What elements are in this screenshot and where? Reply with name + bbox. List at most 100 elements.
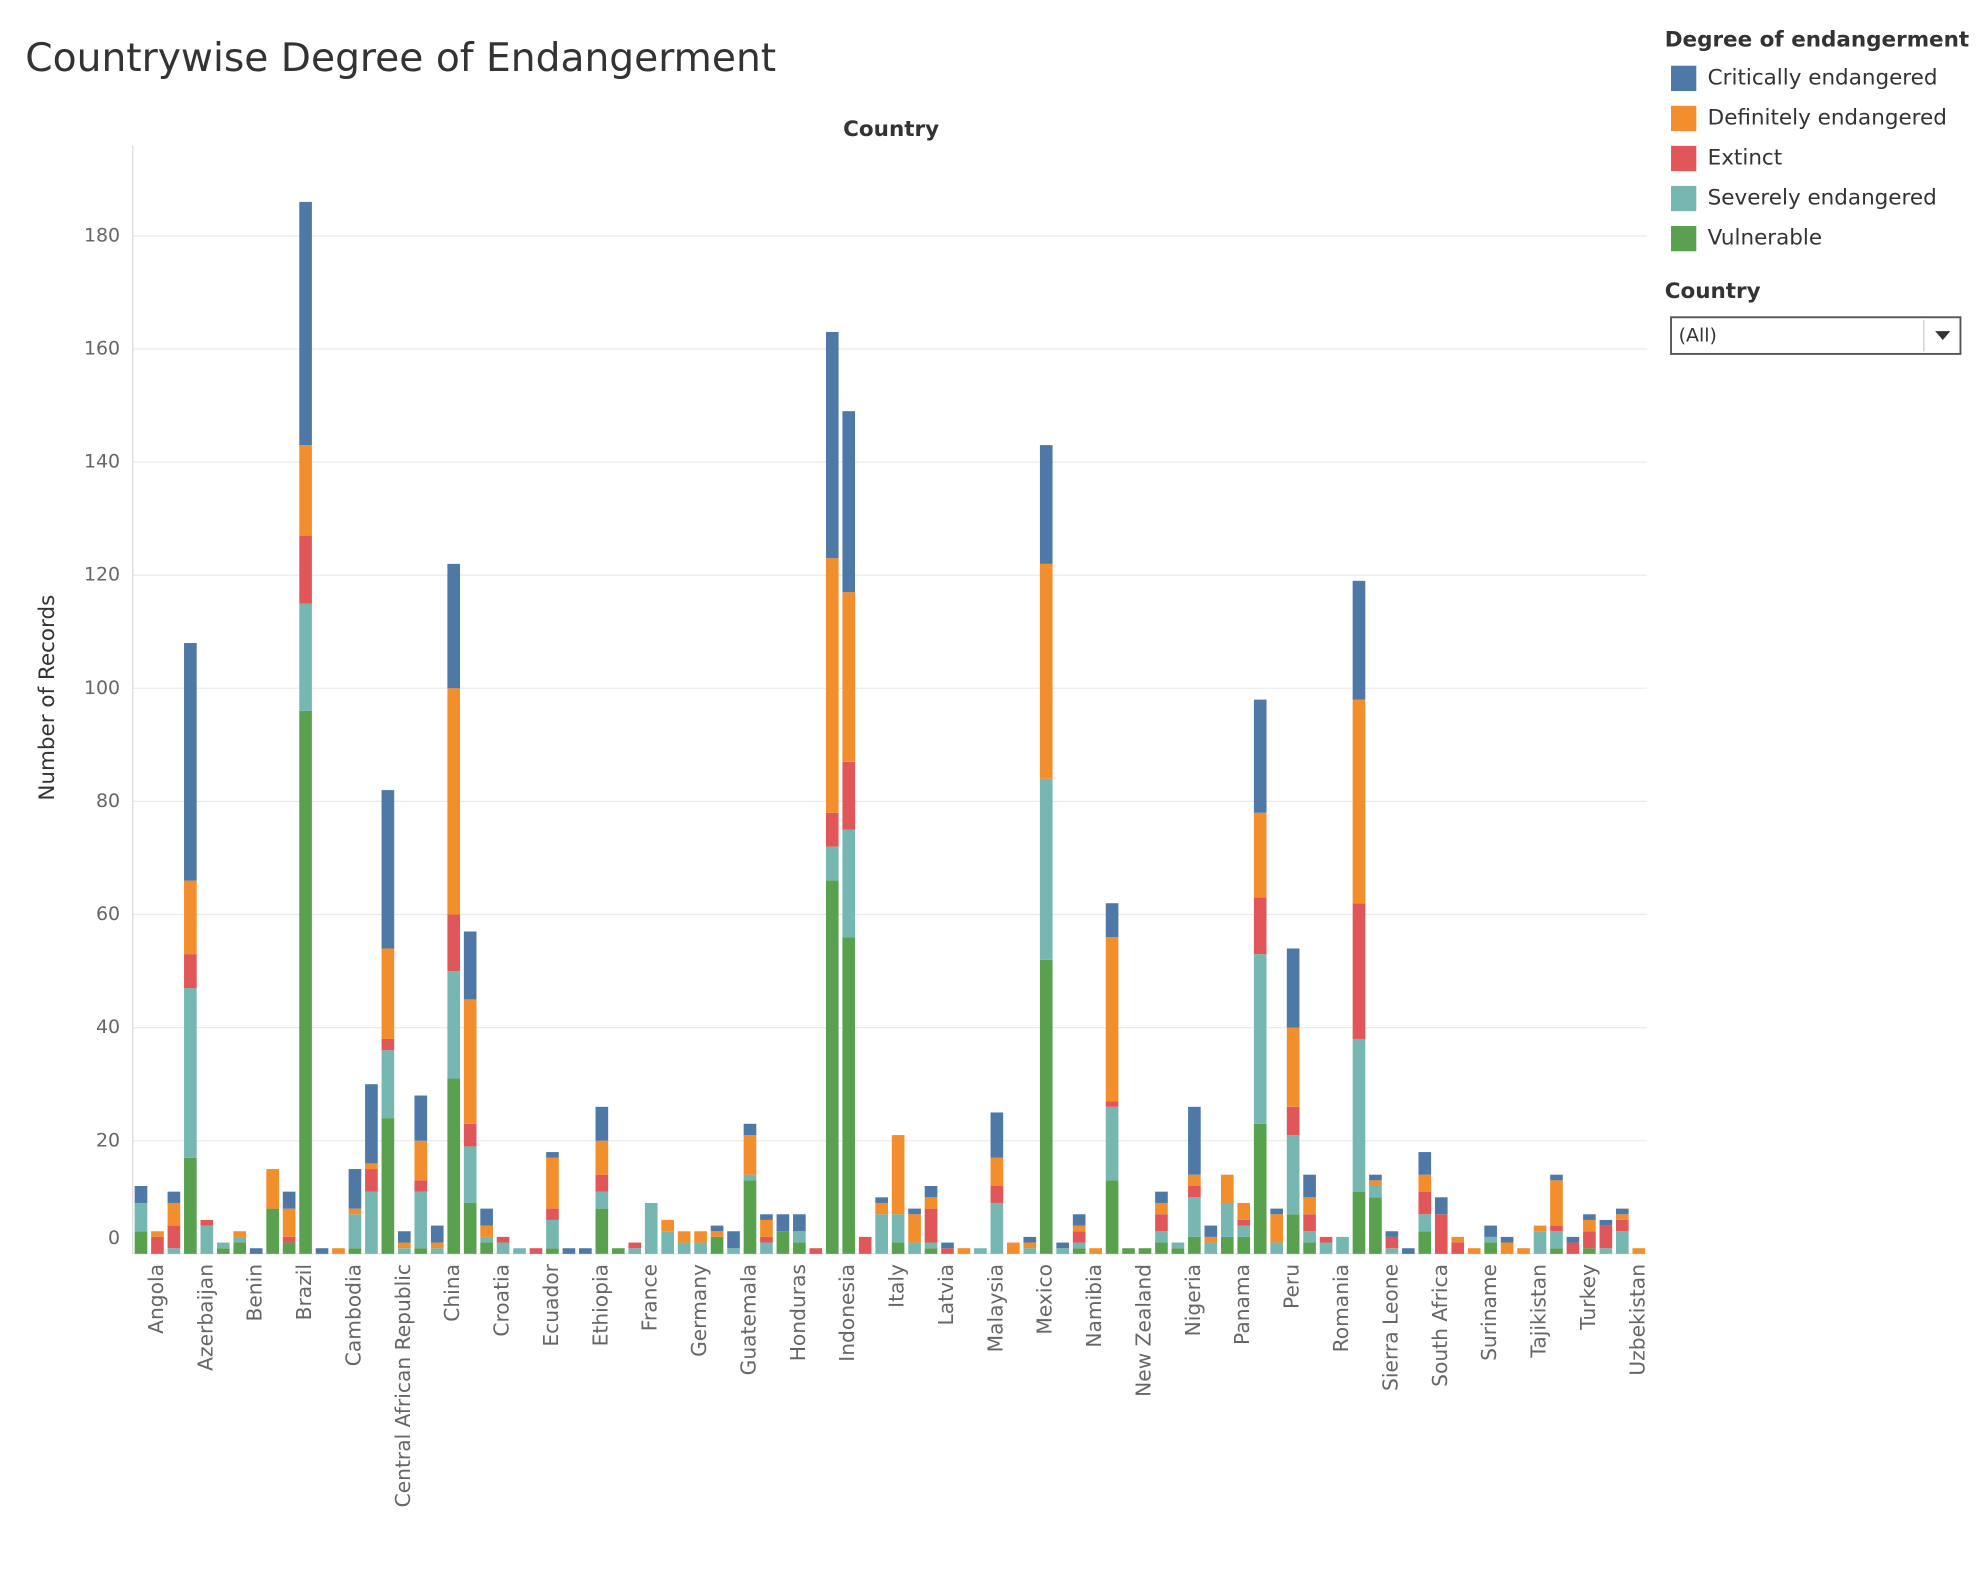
x-tick-label: Mexico xyxy=(1033,1264,1057,1335)
bar-segment xyxy=(760,1214,773,1220)
bar-segment xyxy=(1122,1248,1135,1254)
bar-segment xyxy=(1369,1174,1382,1181)
bar-segment xyxy=(1204,1236,1218,1243)
bar-segment xyxy=(1155,1214,1168,1232)
bar-segment xyxy=(365,1191,378,1254)
bar-segment xyxy=(1352,1038,1366,1192)
bar-segment xyxy=(1039,563,1053,779)
legend-swatch[interactable] xyxy=(1671,65,1697,92)
x-tick-label: Azerbaijan xyxy=(193,1264,217,1371)
bar-segment xyxy=(233,1231,247,1237)
bar-segment xyxy=(381,948,395,1039)
legend-swatch[interactable] xyxy=(1671,185,1697,212)
bar-segment xyxy=(463,999,477,1124)
bar-segment xyxy=(941,1248,954,1254)
bar-segment xyxy=(1188,1236,1201,1254)
bar-segment xyxy=(908,1242,921,1254)
x-tick-label: Angola xyxy=(144,1264,168,1334)
bar-segment xyxy=(891,1135,905,1215)
dropdown-arrow[interactable] xyxy=(1935,331,1951,341)
y-tick-label: 120 xyxy=(84,564,120,586)
bar-segment xyxy=(990,1186,1004,1203)
bar-segment xyxy=(463,931,477,1000)
bar-segment xyxy=(1352,699,1366,904)
bar-segment xyxy=(348,1214,362,1249)
bar-segment xyxy=(1566,1236,1580,1243)
x-tick-label: Italy xyxy=(885,1264,909,1308)
bar-segment xyxy=(134,1186,148,1203)
bar-segment xyxy=(891,1214,905,1243)
bar-segment xyxy=(1402,1248,1415,1254)
bar-segment xyxy=(1155,1231,1168,1243)
bar-segment xyxy=(710,1225,724,1232)
bar-segment xyxy=(414,1180,428,1192)
bar-segment xyxy=(282,1242,296,1254)
bar-segment xyxy=(315,1248,329,1254)
bar-segment xyxy=(1237,1202,1251,1220)
x-axis-title: Country xyxy=(843,117,939,142)
bar-segment xyxy=(1418,1152,1432,1175)
bar-segment xyxy=(595,1140,609,1175)
bar-segment xyxy=(1352,1191,1366,1254)
bar-segment xyxy=(299,535,312,604)
y-tick-label: 60 xyxy=(96,903,120,925)
bar-segment xyxy=(743,1123,757,1136)
bar-segment xyxy=(546,1208,559,1220)
bar-segment xyxy=(825,331,839,559)
bar-segment xyxy=(990,1202,1004,1254)
bar-segment xyxy=(299,201,312,446)
bar-segment xyxy=(233,1236,247,1243)
bar-segment xyxy=(1072,1225,1086,1232)
bar-segment xyxy=(1550,1174,1563,1181)
bar-segment xyxy=(595,1208,609,1254)
bar-segment xyxy=(1550,1231,1563,1249)
bar-segment xyxy=(825,558,839,813)
filter-value: (All) xyxy=(1679,325,1717,347)
bar-segment xyxy=(216,1242,230,1249)
bar-segment xyxy=(694,1231,707,1243)
bar-segment xyxy=(760,1219,773,1237)
bar-segment xyxy=(809,1248,823,1254)
bar-segment xyxy=(941,1242,954,1249)
bar-segment xyxy=(628,1242,642,1249)
bar-segment xyxy=(1369,1180,1382,1187)
legend-swatch[interactable] xyxy=(1671,226,1697,252)
bar-segment xyxy=(1237,1219,1251,1226)
bar-segment xyxy=(1451,1242,1465,1254)
bar-segment xyxy=(875,1214,888,1254)
bar-segment xyxy=(430,1248,444,1254)
legend-swatch[interactable] xyxy=(1671,145,1697,172)
y-tick-label: 140 xyxy=(84,451,120,473)
bar-segment xyxy=(266,1208,279,1254)
bar-segment xyxy=(447,914,461,972)
y-axis-title: Number of Records xyxy=(35,595,60,801)
bar-segment xyxy=(134,1202,148,1232)
bar-segment xyxy=(1286,1214,1300,1254)
bar-segment xyxy=(184,988,197,1158)
bar-segment xyxy=(743,1135,757,1175)
bar-segment xyxy=(908,1208,921,1215)
bar-segment xyxy=(1188,1186,1201,1198)
legend-swatch[interactable] xyxy=(1671,105,1697,132)
bar-segment xyxy=(842,937,856,1254)
bar-segment xyxy=(595,1191,609,1209)
bar-segment xyxy=(1615,1208,1629,1215)
bar-segment xyxy=(282,1208,296,1237)
bar-segment xyxy=(1023,1248,1037,1254)
bar-segment xyxy=(1385,1231,1399,1237)
bar-segment xyxy=(134,1231,148,1254)
bar-segment xyxy=(595,1106,609,1141)
bar-segment xyxy=(1615,1214,1629,1220)
filter-dropdown[interactable] xyxy=(1670,316,1962,355)
bar-segment xyxy=(595,1174,609,1192)
bar-segment xyxy=(694,1242,707,1254)
bar-segment xyxy=(1270,1208,1283,1215)
bar-segment xyxy=(562,1248,576,1254)
bar-segment xyxy=(710,1236,724,1254)
bar-segment xyxy=(1583,1231,1596,1249)
bar-segment xyxy=(677,1242,691,1254)
bar-segment xyxy=(1303,1214,1316,1232)
bar-segment xyxy=(167,1225,181,1249)
bar-segment xyxy=(480,1225,493,1237)
bar-segment xyxy=(825,846,839,881)
